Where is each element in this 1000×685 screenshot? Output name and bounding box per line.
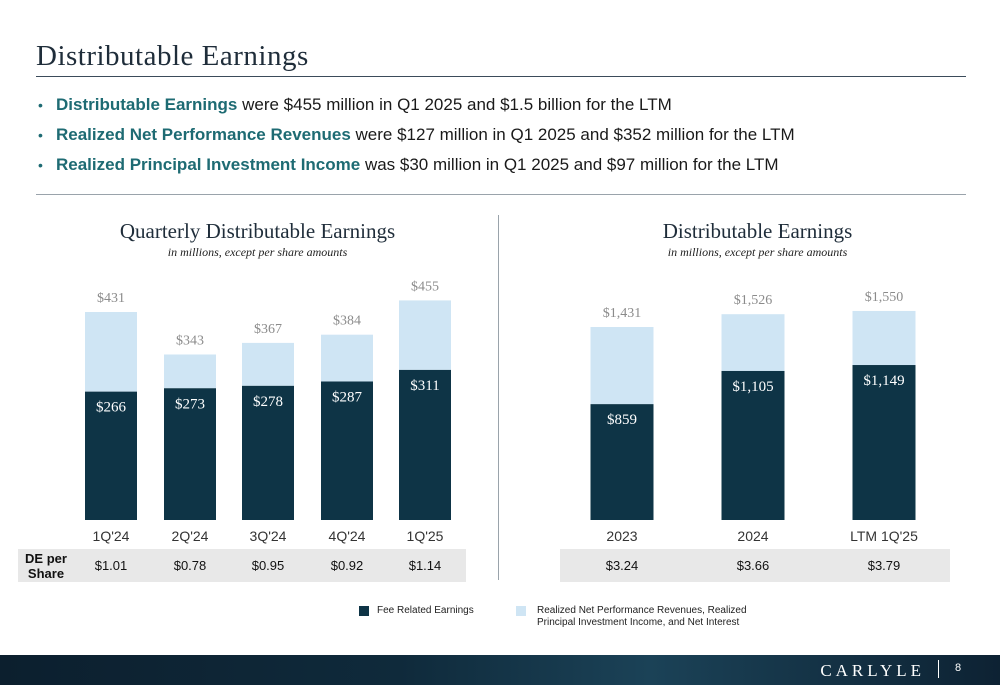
de-per-share-value: $1.01 xyxy=(94,558,128,573)
de-per-share-value: $3.79 xyxy=(867,558,901,573)
bar-fre-label: $1,105 xyxy=(732,379,773,395)
bar-fre-label: $273 xyxy=(175,396,205,412)
section-divider xyxy=(36,194,966,195)
bullet-item: • Realized Principal Investment Income wa… xyxy=(38,150,795,180)
de-per-share-row-annual xyxy=(560,549,950,582)
bar-segment-fre xyxy=(85,391,137,520)
de-per-share-value: $0.95 xyxy=(251,558,285,573)
x-tick-label: 4Q'24 xyxy=(329,528,366,544)
bar-segment-fre xyxy=(852,365,916,520)
bar-total-label: $431 xyxy=(97,291,125,306)
bullet-highlight: Realized Principal Investment Income xyxy=(56,155,361,174)
bullet-text: was $30 million in Q1 2025 and $97 milli… xyxy=(360,155,779,174)
de-per-share-value: $3.66 xyxy=(736,558,770,573)
bullet-highlight: Realized Net Performance Revenues xyxy=(56,125,351,144)
x-tick-label: 3Q'24 xyxy=(250,528,287,544)
logo-separator xyxy=(938,660,939,678)
bar-segment-other xyxy=(321,334,373,382)
title-divider xyxy=(36,76,966,77)
de-per-share-value: $0.78 xyxy=(173,558,207,573)
bar-segment-fre xyxy=(164,388,216,520)
legend-swatch-fre xyxy=(359,606,369,616)
x-tick-label: LTM 1Q'25 xyxy=(850,528,918,544)
bar-total-label: $384 xyxy=(333,314,361,329)
page-number: 8 xyxy=(955,662,962,674)
bar-segment-other xyxy=(721,314,785,371)
legend-swatch-other xyxy=(516,606,526,616)
bar-fre-label: $278 xyxy=(253,394,283,410)
bullet-dot-icon: • xyxy=(38,127,43,143)
chart-divider xyxy=(498,215,499,580)
bar-fre-label: $266 xyxy=(96,400,127,416)
bar-segment-fre xyxy=(721,370,785,520)
bar-segment-other xyxy=(85,312,137,392)
bar-segment-other xyxy=(164,354,216,389)
bar-segment-fre xyxy=(590,404,654,520)
bullet-dot-icon: • xyxy=(38,97,43,113)
de-per-share-label: DE per Share xyxy=(25,551,67,581)
bar-total-label: $367 xyxy=(254,322,282,337)
bar-total-label: $1,526 xyxy=(734,293,773,308)
bar-fre-label: $1,149 xyxy=(863,373,904,389)
chart-subtitle-quarterly: in millions, except per share amounts xyxy=(167,245,348,259)
bar-total-label: $343 xyxy=(176,333,204,348)
page-title: Distributable Earnings xyxy=(36,40,309,72)
de-per-share-value: $0.92 xyxy=(330,558,364,573)
x-tick-label: 2024 xyxy=(737,528,768,544)
bar-segment-other xyxy=(242,342,294,386)
bar-fre-label: $287 xyxy=(332,389,363,405)
bar-total-label: $1,431 xyxy=(603,306,642,321)
bar-total-label: $455 xyxy=(411,279,439,294)
bullet-item: • Distributable Earnings were $455 millio… xyxy=(38,90,795,120)
bullet-highlight: Distributable Earnings xyxy=(56,95,238,114)
carlyle-logo: CARLYLE xyxy=(820,661,925,680)
bar-segment-fre xyxy=(399,369,451,520)
bar-segment-other xyxy=(852,310,916,366)
legend-label-fre: Fee Related Earnings xyxy=(377,605,474,616)
bar-segment-other xyxy=(399,300,451,370)
de-per-share-value: $1.14 xyxy=(408,558,442,573)
chart-subtitle-annual: in millions, except per share amounts xyxy=(667,245,848,259)
footer-bar xyxy=(0,655,1000,685)
bullet-text: were $127 million in Q1 2025 and $352 mi… xyxy=(350,125,795,144)
bullet-dot-icon: • xyxy=(38,157,43,173)
bar-segment-other xyxy=(590,327,654,405)
summary-bullets: • Distributable Earnings were $455 millio… xyxy=(38,90,795,180)
bar-total-label: $1,550 xyxy=(865,290,904,305)
x-tick-label: 2023 xyxy=(606,528,637,544)
legend-label-other: Realized Net Performance Revenues, Reali… xyxy=(537,605,747,628)
chart-title-quarterly: Quarterly Distributable Earnings xyxy=(119,219,396,243)
x-tick-label: 2Q'24 xyxy=(172,528,209,544)
bar-fre-label: $311 xyxy=(410,378,439,394)
distributable-earnings-charts: $431 $266 1Q'24 $343 $273 2Q'24 $367 $278 3Q'24 $… xyxy=(85,279,918,544)
de-per-share-row-quarterly xyxy=(18,549,466,582)
x-tick-label: 1Q'24 xyxy=(93,528,130,544)
bar-fre-label: $859 xyxy=(607,412,637,428)
bullet-item: • Realized Net Performance Revenues were … xyxy=(38,120,795,150)
x-tick-label: 1Q'25 xyxy=(407,528,444,544)
de-per-share-value: $3.24 xyxy=(605,558,639,573)
chart-title-annual: Distributable Earnings xyxy=(662,219,853,243)
bar-segment-fre xyxy=(321,381,373,520)
bullet-text: were $455 million in Q1 2025 and $1.5 bi… xyxy=(237,95,672,114)
bar-segment-fre xyxy=(242,385,294,520)
